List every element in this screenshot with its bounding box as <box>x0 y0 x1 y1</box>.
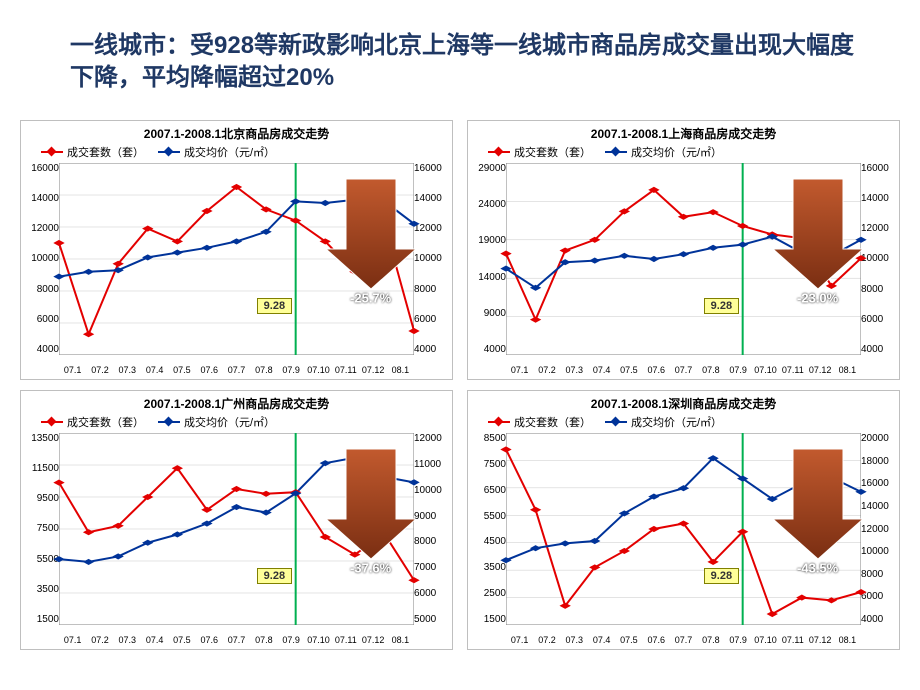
legend-red-label: 成交套数（套） <box>514 414 591 430</box>
diamond-icon <box>158 421 180 423</box>
chart-title: 2007.1-2008.1北京商品房成交走势 <box>21 121 452 142</box>
legend: 成交套数（套） 成交均价（元/㎡） <box>468 142 899 162</box>
charts-grid: 2007.1-2008.1北京商品房成交走势成交套数（套） 成交均价（元/㎡） 16… <box>20 120 900 650</box>
chart-title: 2007.1-2008.1广州商品房成交走势 <box>21 391 452 412</box>
drop-pct-label: -43.5% <box>797 561 838 576</box>
legend: 成交套数（套） 成交均价（元/㎡） <box>21 142 452 162</box>
chart-shanghai: 2007.1-2008.1上海商品房成交走势成交套数（套） 成交均价（元/㎡） 29… <box>467 120 900 380</box>
legend-red: 成交套数（套） <box>41 414 144 430</box>
diamond-icon <box>158 151 180 153</box>
slide: 一线城市：受928等新政影响北京上海等一线城市商品房成交量出现大幅度下降，平均降… <box>0 0 920 690</box>
y-axis-left: 2900024000190001400090004000 <box>470 163 506 355</box>
y-axis-right: 16000140001200010000800060004000 <box>861 163 897 355</box>
legend-blue-label: 成交均价（元/㎡） <box>184 414 275 430</box>
diamond-icon <box>488 421 510 423</box>
legend-red-label: 成交套数（套） <box>67 414 144 430</box>
y-axis-right: 16000140001200010000800060004000 <box>414 163 450 355</box>
legend: 成交套数（套） 成交均价（元/㎡） <box>468 412 899 432</box>
diamond-icon <box>41 151 63 153</box>
legend-red: 成交套数（套） <box>488 144 591 160</box>
chart-title: 2007.1-2008.1深圳商品房成交走势 <box>468 391 899 412</box>
x-axis: 07.107.207.307.407.507.607.707.807.907.1… <box>59 365 414 375</box>
legend-red: 成交套数（套） <box>41 144 144 160</box>
diamond-icon <box>488 151 510 153</box>
legend-red-label: 成交套数（套） <box>67 144 144 160</box>
chart-guangzhou: 2007.1-2008.1广州商品房成交走势成交套数（套） 成交均价（元/㎡） 13… <box>20 390 453 650</box>
drop-pct-label: -25.7% <box>350 291 391 306</box>
drop-pct-label: -37.6% <box>350 561 391 576</box>
drop-arrow <box>326 179 416 289</box>
drop-arrow <box>326 449 416 559</box>
drop-arrow <box>773 449 863 559</box>
slide-title: 一线城市：受928等新政影响北京上海等一线城市商品房成交量出现大幅度下降，平均降… <box>70 30 860 95</box>
drop-pct-label: -23.0% <box>797 291 838 306</box>
diamond-icon <box>41 421 63 423</box>
x-axis: 07.107.207.307.407.507.607.707.807.907.1… <box>506 635 861 645</box>
diamond-icon <box>605 421 627 423</box>
legend-blue-label: 成交均价（元/㎡） <box>631 144 722 160</box>
legend-blue: 成交均价（元/㎡） <box>158 144 275 160</box>
legend-blue: 成交均价（元/㎡） <box>158 414 275 430</box>
y-axis-left: 16000140001200010000800060004000 <box>23 163 59 355</box>
callout-928: 9.28 <box>704 568 739 584</box>
diamond-icon <box>605 151 627 153</box>
drop-arrow <box>773 179 863 289</box>
y-axis-right: 2000018000160001400012000100008000600040… <box>861 433 897 625</box>
y-axis-left: 135001150095007500550035001500 <box>23 433 59 625</box>
legend-blue-label: 成交均价（元/㎡） <box>184 144 275 160</box>
legend-blue: 成交均价（元/㎡） <box>605 144 722 160</box>
chart-beijing: 2007.1-2008.1北京商品房成交走势成交套数（套） 成交均价（元/㎡） 16… <box>20 120 453 380</box>
callout-928: 9.28 <box>704 298 739 314</box>
chart-shenzhen: 2007.1-2008.1深圳商品房成交走势成交套数（套） 成交均价（元/㎡） 85… <box>467 390 900 650</box>
callout-928: 9.28 <box>257 298 292 314</box>
legend-red: 成交套数（套） <box>488 414 591 430</box>
y-axis-right: 12000110001000090008000700060005000 <box>414 433 450 625</box>
x-axis: 07.107.207.307.407.507.607.707.807.907.1… <box>506 365 861 375</box>
legend: 成交套数（套） 成交均价（元/㎡） <box>21 412 452 432</box>
x-axis: 07.107.207.307.407.507.607.707.807.907.1… <box>59 635 414 645</box>
y-axis-left: 85007500650055004500350025001500 <box>470 433 506 625</box>
callout-928: 9.28 <box>257 568 292 584</box>
chart-title: 2007.1-2008.1上海商品房成交走势 <box>468 121 899 142</box>
legend-red-label: 成交套数（套） <box>514 144 591 160</box>
legend-blue-label: 成交均价（元/㎡） <box>631 414 722 430</box>
legend-blue: 成交均价（元/㎡） <box>605 414 722 430</box>
